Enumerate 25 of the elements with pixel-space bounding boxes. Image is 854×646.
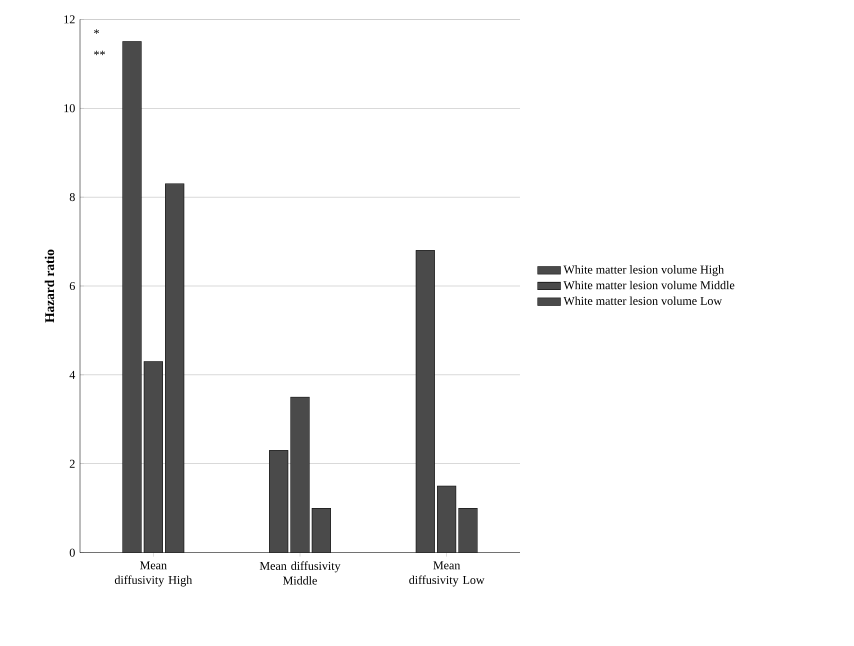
bar — [290, 397, 310, 553]
legend-label: White matter lesion volume Middle — [563, 280, 734, 290]
y-tick-label: 10 — [64, 104, 75, 112]
x-tick-label: Mean diffusivity Middle — [260, 561, 341, 585]
bar — [437, 486, 456, 553]
y-tick-label: 12 — [64, 15, 75, 24]
y-tick-label: 0 — [70, 548, 75, 557]
bar — [122, 42, 142, 553]
bar — [416, 250, 435, 553]
x-tick-label: Mean diffusivity High — [114, 561, 192, 586]
x-tick-label: Mean diffusivity Low — [409, 561, 485, 586]
y-tick-label: 2 — [70, 460, 75, 468]
y-axis-title: Hazard ratio — [44, 250, 54, 323]
bar — [144, 362, 163, 553]
bar — [458, 508, 478, 553]
annotation: * — [94, 29, 99, 34]
bar — [312, 508, 331, 553]
y-tick-label: 6 — [70, 282, 75, 290]
legend-label: White matter lesion volume Low — [563, 296, 722, 305]
legend-label: White matter lesion volume High — [563, 265, 724, 276]
bar — [165, 184, 184, 553]
bar — [269, 450, 288, 553]
y-tick-label: 4 — [70, 370, 76, 379]
y-tick-label: 8 — [70, 193, 75, 202]
annotation: ** — [94, 50, 105, 56]
